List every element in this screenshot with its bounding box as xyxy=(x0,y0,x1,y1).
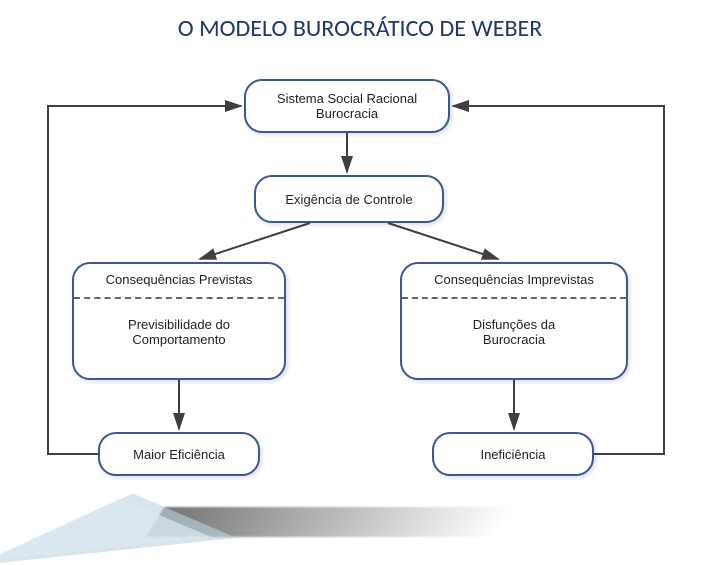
node-text: Exigência de Controle xyxy=(285,192,412,207)
page-title: O MODELO BUROCRÁTICO DE WEBER xyxy=(0,0,720,43)
node-exigencia-controle: Exigência de Controle xyxy=(254,175,444,223)
node-section-top: Consequências Previstas xyxy=(74,264,284,299)
node-section-bottom: Disfunções da Burocracia xyxy=(402,299,626,357)
node-consequencias-imprevistas: Consequências Imprevistas Disfunções da … xyxy=(400,262,628,380)
node-text: Maior Eficiência xyxy=(133,447,225,462)
node-text: Disfunções da xyxy=(412,317,616,332)
node-section-top: Consequências Imprevistas xyxy=(402,264,626,299)
node-ineficiencia: Ineficiência xyxy=(432,432,594,476)
node-text: Burocracia xyxy=(316,106,378,121)
node-section-bottom: Previsibilidade do Comportamento xyxy=(74,299,284,357)
node-text: Comportamento xyxy=(84,332,274,347)
node-text: Burocracia xyxy=(412,332,616,347)
node-text: Sistema Social Racional xyxy=(277,91,417,106)
node-text: Ineficiência xyxy=(480,447,545,462)
node-consequencias-previstas: Consequências Previstas Previsibilidade … xyxy=(72,262,286,380)
node-maior-eficiencia: Maior Eficiência xyxy=(98,432,260,476)
node-text: Previsibilidade do xyxy=(84,317,274,332)
node-sistema-social: Sistema Social Racional Burocracia xyxy=(244,79,450,133)
